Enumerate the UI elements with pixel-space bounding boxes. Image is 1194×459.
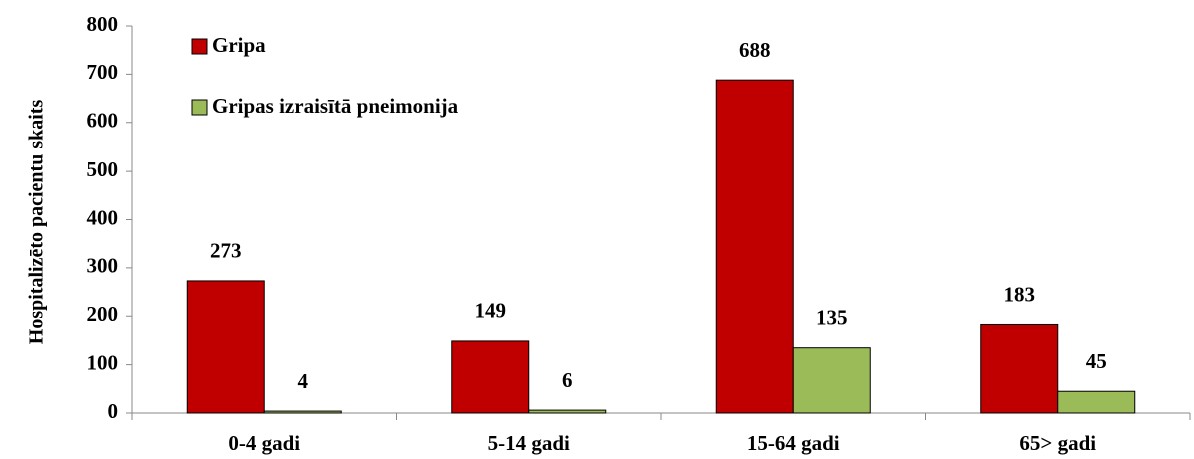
x-tick-label: 0-4 gadi	[228, 431, 300, 455]
bar	[980, 323, 1059, 414]
x-tick-label: 65> gadi	[1019, 431, 1096, 455]
y-tick-label: 100	[87, 350, 119, 374]
bar	[263, 410, 342, 414]
data-label: 273	[210, 239, 242, 263]
y-tick-label: 800	[87, 12, 119, 36]
bar	[715, 79, 794, 414]
x-tick-label: 5-14 gadi	[488, 431, 570, 455]
bar	[186, 280, 265, 414]
y-tick-label: 500	[87, 157, 119, 181]
bar	[1057, 390, 1136, 414]
legend-swatch	[191, 99, 208, 116]
y-tick-label: 600	[87, 109, 119, 133]
y-axis-title: Hospitalizēto pacientu skaits	[26, 100, 48, 345]
bar	[528, 409, 607, 414]
data-label: 183	[1004, 282, 1036, 306]
y-tick-label: 300	[87, 254, 119, 278]
y-tick-label: 400	[87, 205, 119, 229]
y-tick-label: 0	[108, 399, 119, 423]
legend-label: Gripas izraisītā pneimonija	[212, 94, 459, 118]
legend-label: Gripa	[212, 33, 266, 57]
bar	[792, 347, 871, 414]
data-label: 4	[298, 369, 309, 393]
data-label: 45	[1086, 349, 1107, 373]
legend-swatch	[191, 38, 208, 55]
data-label: 6	[562, 368, 573, 392]
data-label: 135	[816, 306, 848, 330]
y-tick-label: 200	[87, 302, 119, 326]
bar	[451, 340, 530, 414]
data-label: 688	[739, 38, 771, 62]
y-tick-label: 700	[87, 60, 119, 84]
data-label: 149	[475, 299, 507, 323]
x-tick-label: 15-64 gadi	[747, 431, 840, 455]
